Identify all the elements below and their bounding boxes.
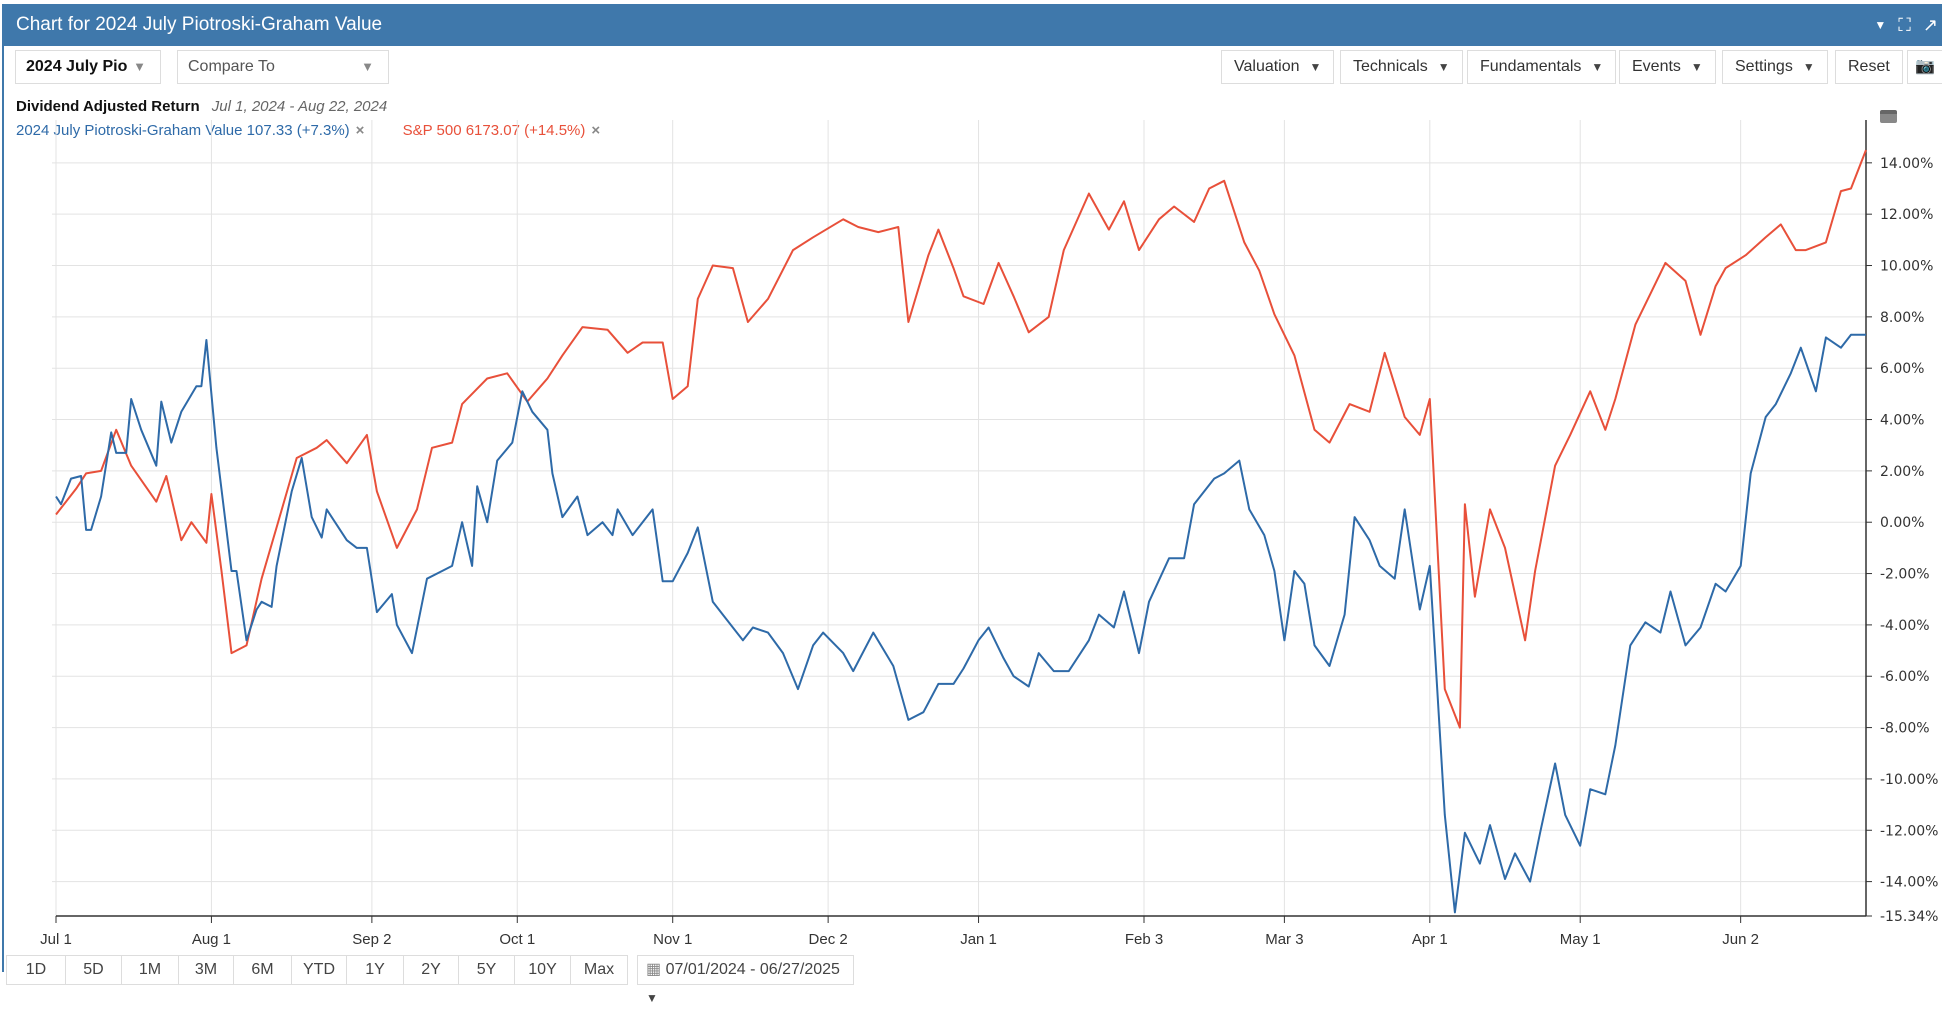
caret-down-icon: ▼ (1690, 60, 1703, 74)
series-line-sp500 (55, 149, 1867, 729)
x-tick-label: Feb 3 (1125, 931, 1163, 948)
x-tick-label: Jun 2 (1722, 931, 1759, 948)
camera-button[interactable]: 📷 (1907, 50, 1942, 84)
chevron-down-icon: ▼ (361, 59, 374, 74)
caret-down-icon: ▼ (1309, 60, 1322, 74)
range-button-3m[interactable]: 3M (178, 955, 234, 985)
symbol-select-value: 2024 July Pio (26, 58, 128, 75)
y-tick-label: -14.00% (1880, 875, 1938, 891)
fundamentals-button[interactable]: Fundamentals ▼ (1467, 50, 1617, 84)
caret-down-icon: ▼ (646, 991, 658, 1005)
caret-down-icon: ▼ (1591, 60, 1604, 74)
caret-down-icon[interactable]: ▼ (1874, 18, 1887, 32)
reset-button[interactable]: Reset (1835, 50, 1903, 84)
range-button-5y[interactable]: 5Y (458, 955, 515, 985)
x-tick-label: Sep 2 (352, 931, 391, 948)
date-range-picker[interactable]: ▦ 07/01/2024 - 06/27/2025 ▼ (637, 955, 854, 1005)
y-tick-label: -2.00% (1880, 567, 1930, 583)
y-tick-label: 14.00% (1880, 156, 1933, 172)
range-button-1m[interactable]: 1M (121, 955, 179, 985)
chart-svg: 14.00% 12.00% 10.00% 8.00% 6.00% 4.00% 2.00% 0.… (40, 120, 1938, 948)
y-tick-label: 2.00% (1880, 464, 1924, 480)
caret-down-icon: ▼ (1802, 60, 1815, 74)
range-button-ytd[interactable]: YTD (291, 955, 347, 985)
range-button-5d[interactable]: 5D (65, 955, 122, 985)
range-button-6m[interactable]: 6M (233, 955, 292, 985)
legend-title: Dividend Adjusted Return (16, 98, 200, 115)
settings-label: Settings (1735, 58, 1793, 75)
x-tick-label: Apr 1 (1412, 931, 1448, 948)
range-button-1y[interactable]: 1Y (346, 955, 404, 985)
range-button-10y[interactable]: 10Y (514, 955, 571, 985)
panel-title: Chart for 2024 July Piotroski-Graham Val… (16, 14, 383, 35)
legend-date-range: Jul 1, 2024 - Aug 22, 2024 (211, 98, 388, 115)
fundamentals-label: Fundamentals (1480, 58, 1582, 75)
table-view-icon[interactable] (1880, 110, 1897, 123)
legend-header: Dividend Adjusted Return Jul 1, 2024 - A… (16, 98, 387, 115)
range-button-1d[interactable]: 1D (6, 955, 66, 985)
camera-icon: 📷 (1915, 58, 1935, 75)
technicals-label: Technicals (1353, 58, 1428, 75)
legend-series-1: 2024 July Piotroski-Graham Value 107.33 … (16, 122, 350, 139)
legend-series: 2024 July Piotroski-Graham Value 107.33 … (16, 122, 634, 139)
x-tick-label: Nov 1 (653, 931, 692, 948)
remove-series-2-icon[interactable]: × (591, 122, 601, 139)
chart-panel (2, 4, 1942, 972)
x-tick-label: Jul 1 (40, 931, 72, 948)
remove-series-1-icon[interactable]: × (355, 122, 365, 139)
y-tick-label: -12.00% (1880, 823, 1938, 839)
y-tick-label: 10.00% (1880, 259, 1933, 275)
range-button-2y[interactable]: 2Y (403, 955, 459, 985)
y-tick-label: -8.00% (1880, 721, 1930, 737)
x-tick-label: Dec 2 (809, 931, 848, 948)
compare-to-placeholder: Compare To (188, 58, 275, 75)
y-tick-label: -4.00% (1880, 618, 1930, 634)
panel-header: Chart for 2024 July Piotroski-Graham Val… (2, 4, 1942, 46)
chevron-down-icon: ▼ (133, 59, 146, 74)
y-tick-label: -10.00% (1880, 772, 1938, 788)
valuation-button[interactable]: Valuation ▼ (1221, 50, 1335, 84)
popout-icon[interactable]: ↗ (1922, 15, 1938, 35)
calendar-icon: ▦ (646, 961, 662, 978)
y-tick-label: 12.00% (1880, 207, 1933, 223)
compare-to-select[interactable]: Compare To ▼ (177, 50, 389, 84)
settings-button[interactable]: Settings ▼ (1722, 50, 1828, 84)
x-tick-label: Mar 3 (1265, 931, 1303, 948)
events-button[interactable]: Events ▼ (1619, 50, 1716, 84)
reset-label: Reset (1848, 58, 1890, 75)
symbol-select[interactable]: 2024 July Pio ▼ (15, 50, 161, 84)
y-tick-label: 8.00% (1880, 310, 1924, 326)
series-line-piotroski-graham (55, 333, 1866, 914)
caret-down-icon: ▼ (1437, 60, 1450, 74)
y-tick-label: 0.00% (1880, 515, 1924, 531)
valuation-label: Valuation (1234, 58, 1300, 75)
y-tick-label: -15.34% (1880, 909, 1938, 925)
x-tick-label: Aug 1 (192, 931, 231, 948)
x-tick-label: Jan 1 (960, 931, 997, 948)
x-tick-label: May 1 (1560, 931, 1601, 948)
range-button-max[interactable]: Max (570, 955, 628, 985)
technicals-button[interactable]: Technicals ▼ (1340, 50, 1463, 84)
y-tick-label: 6.00% (1880, 361, 1924, 377)
x-tick-label: Oct 1 (499, 931, 535, 948)
legend-series-2: S&P 500 6173.07 (+14.5%) (402, 122, 586, 139)
fullscreen-icon[interactable]: ⛶ (1898, 15, 1911, 35)
y-tick-label: -6.00% (1880, 669, 1930, 685)
events-label: Events (1632, 58, 1681, 75)
date-range-value: 07/01/2024 - 06/27/2025 (665, 961, 840, 978)
y-tick-label: 4.00% (1880, 413, 1924, 429)
